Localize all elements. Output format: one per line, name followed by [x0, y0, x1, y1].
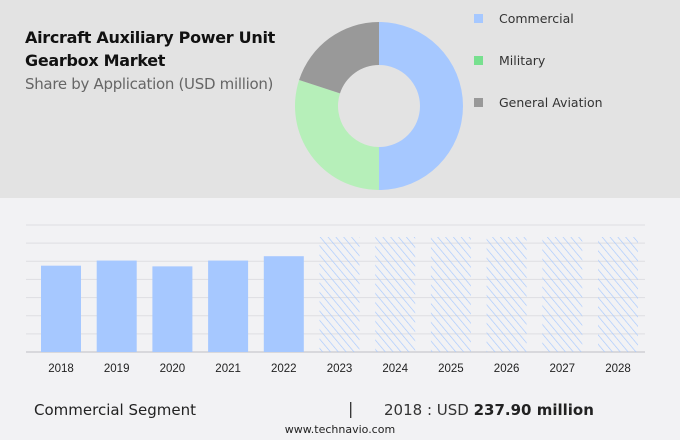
x-tick-label: 2022 [271, 363, 297, 375]
bar-chart: 2018 2019 2020 2021 2022 2023 2024 2025 2026 2027… [26, 224, 645, 375]
bar-2021 [208, 260, 249, 352]
value-highlight: 237.90 million [473, 401, 594, 419]
chart-subtitle: Share by Application (USD million) [25, 75, 274, 93]
x-tick-label: 2020 [160, 363, 186, 375]
forecast-bar-2028 [598, 237, 638, 352]
website-link[interactable]: www.technavio.com [284, 423, 396, 436]
x-tick-label: 2025 [438, 363, 464, 375]
forecast-bar-2026 [486, 237, 527, 352]
legend-label: Military [499, 53, 546, 68]
segment-value: 2018 : USD 237.90 million [384, 401, 594, 419]
legend-item-general-aviation: General Aviation [474, 95, 603, 110]
x-tick-label: 2019 [104, 363, 130, 375]
forecast-bar-2023 [319, 237, 360, 352]
year-prefix: 2018 : USD [384, 401, 474, 419]
donut-slice-commercial [379, 22, 463, 190]
forecast-bar-2025 [430, 237, 471, 352]
bar-2018 [41, 265, 81, 352]
segment-label: Commercial Segment [34, 401, 196, 419]
x-tick-label: 2018 [48, 363, 74, 375]
x-tick-label: 2028 [605, 363, 631, 375]
x-tick-label: 2027 [550, 363, 576, 375]
legend-swatch [474, 98, 483, 107]
x-tick-label: 2026 [494, 363, 520, 375]
forecast-bar-2024 [375, 237, 416, 352]
legend-swatch [474, 56, 483, 65]
donut-slice-general-aviation [299, 22, 379, 94]
x-tick-label: 2021 [215, 363, 241, 375]
separator: | [348, 399, 354, 418]
legend-swatch [474, 14, 483, 23]
bar-2022 [263, 256, 304, 352]
legend-item-military: Military [474, 53, 545, 68]
x-tick-label: 2024 [382, 363, 408, 375]
donut-slice-military [295, 80, 379, 190]
bar-2020 [152, 266, 193, 352]
donut-chart [295, 22, 463, 190]
bar-2019 [96, 260, 137, 352]
legend-label: Commercial [499, 11, 574, 26]
x-tick-label: 2023 [327, 363, 353, 375]
chart-title: Aircraft Auxiliary Power Unit Gearbox Ma… [25, 28, 275, 70]
legend-item-commercial: Commercial [474, 11, 574, 26]
forecast-bar-2027 [542, 237, 583, 352]
legend-label: General Aviation [499, 95, 603, 110]
